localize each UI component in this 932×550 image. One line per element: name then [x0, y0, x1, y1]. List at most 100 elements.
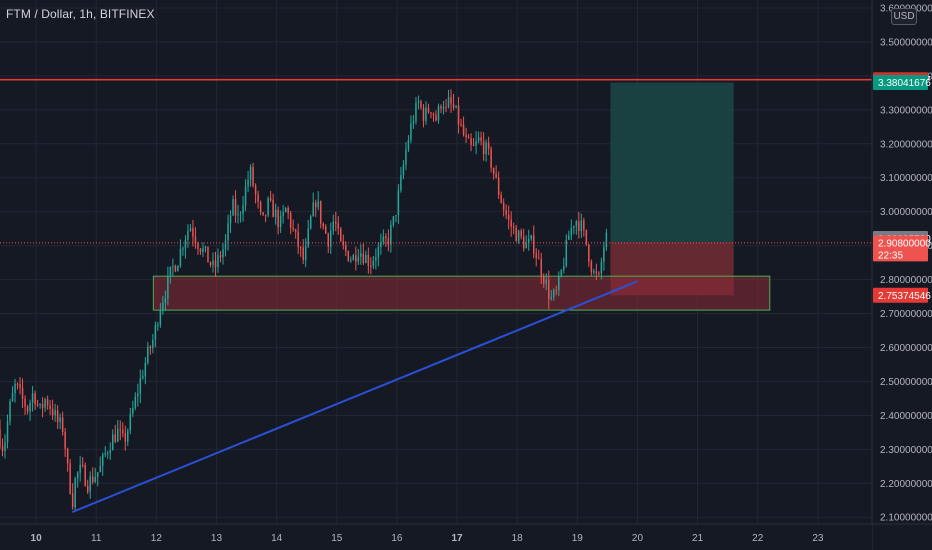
candle-body: [340, 228, 342, 242]
time-tick-label: 15: [331, 533, 343, 544]
candle-body: [512, 226, 515, 228]
candle-body: [202, 248, 204, 253]
candle-body: [11, 393, 14, 402]
candle-body: [563, 266, 565, 271]
candle-body: [545, 280, 548, 284]
candle-body: [294, 229, 297, 232]
candle-body: [177, 265, 179, 272]
candle-body: [207, 246, 209, 263]
candle-body: [560, 270, 563, 276]
candle-body: [172, 265, 174, 267]
price-badge: [873, 235, 928, 262]
candle-body: [472, 144, 475, 146]
candlestick-series: [0, 89, 608, 513]
price-badge-label: 3.38041676: [878, 78, 931, 89]
candle-body: [192, 228, 194, 237]
symbol-title[interactable]: FTM / Dollar, 1h, BITFINEX: [6, 7, 155, 21]
candle-body: [117, 429, 119, 442]
time-tick-label: 21: [692, 533, 704, 544]
candle-body: [570, 227, 573, 236]
candle-body: [129, 413, 132, 431]
candle-body: [322, 223, 324, 227]
candle-body: [442, 107, 445, 109]
candle-body: [312, 202, 314, 217]
candle-body: [14, 383, 16, 394]
price-badge-label: 2.75374546: [878, 291, 931, 302]
candle-body: [167, 275, 169, 299]
candle-body: [590, 261, 593, 273]
price-tick-label: 2.20000000: [880, 479, 932, 490]
candle-body: [477, 137, 480, 142]
candle-body: [542, 276, 545, 284]
candle-body: [370, 265, 372, 267]
candle-body: [41, 403, 44, 408]
candle-body: [99, 465, 101, 473]
candle-body: [101, 454, 104, 466]
price-axis[interactable]: 2.10000000 2.20000000 2.30000000 2.40000000…: [871, 0, 932, 550]
candle-body: [164, 298, 167, 303]
candle-body: [548, 280, 550, 299]
time-tick-label: 22: [752, 533, 764, 544]
candle-body: [397, 190, 400, 216]
price-tick-label: 3.20000000: [880, 139, 932, 150]
candle-body: [189, 228, 192, 232]
candle-body: [96, 472, 99, 477]
candle-body: [134, 396, 137, 409]
candle-body: [16, 383, 19, 385]
candle-body: [54, 410, 56, 416]
candle-body: [355, 255, 357, 262]
candle-body: [279, 216, 282, 228]
candle-body: [395, 215, 397, 217]
candle-body: [0, 428, 1, 446]
time-axis[interactable]: 10 11 12 13 14 15 16 17 18 19 20 21 22 23: [0, 523, 932, 550]
candle-body: [56, 410, 59, 422]
candle-body: [598, 273, 600, 275]
candle-body: [257, 194, 259, 202]
candle-body: [362, 253, 365, 263]
candle-body: [522, 236, 525, 249]
candle-body: [578, 221, 580, 232]
chart-zones: [152, 82, 771, 311]
candle-body: [450, 96, 452, 104]
candle-body: [337, 223, 340, 229]
candle-body: [86, 485, 89, 492]
candle-body: [405, 149, 407, 165]
price-axis-background: [872, 0, 932, 550]
candle-body: [540, 259, 542, 277]
candle-body: [182, 248, 184, 250]
candle-body: [482, 141, 485, 155]
price-tick-label: 2.60000000: [880, 343, 932, 354]
candle-body: [184, 239, 187, 249]
candle-body: [367, 255, 370, 266]
candle-body: [475, 141, 477, 146]
candle-body: [282, 212, 284, 217]
candle-body: [392, 216, 395, 225]
candle-body: [583, 220, 585, 230]
price-tick-label: 3.30000000: [880, 105, 932, 116]
time-tick-label: 20: [632, 533, 644, 544]
candle-body: [352, 255, 355, 260]
candle-body: [254, 185, 257, 195]
candle-body: [324, 226, 327, 234]
candle-body: [274, 209, 277, 218]
candle-body: [267, 198, 269, 216]
currency-button[interactable]: USD: [891, 8, 917, 25]
candle-body: [525, 242, 527, 249]
candle-body: [532, 235, 535, 254]
time-tick-label: 11: [91, 533, 102, 544]
candle-body: [249, 166, 252, 180]
candle-body: [139, 378, 142, 394]
candle-body: [527, 238, 530, 243]
candle-body: [335, 221, 337, 224]
candle-body: [39, 403, 41, 406]
candle-body: [565, 239, 568, 267]
candle-body: [194, 236, 197, 244]
candle-body: [497, 177, 500, 195]
candle-body: [277, 209, 279, 228]
candle-body: [144, 362, 147, 377]
candle-body: [49, 405, 51, 409]
time-tick-label: 17: [451, 533, 463, 544]
candle-body: [122, 430, 124, 434]
candle-body: [232, 199, 234, 216]
